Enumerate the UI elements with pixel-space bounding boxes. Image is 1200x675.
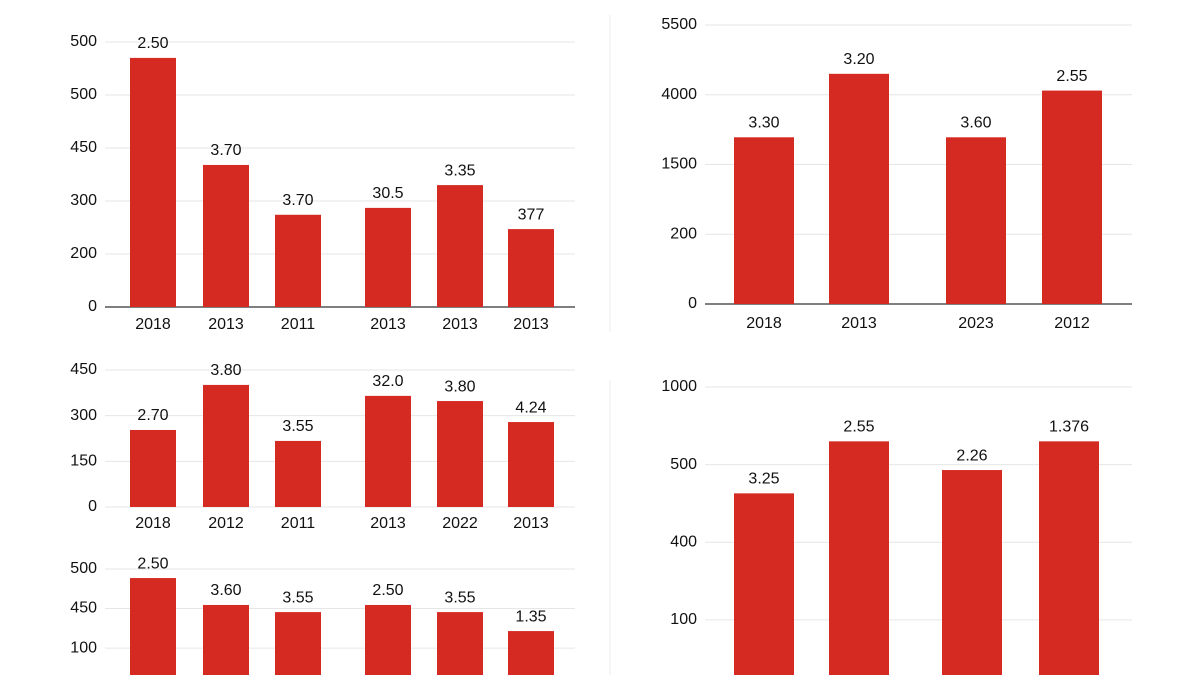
x-tick-label: 2013 <box>208 316 244 333</box>
bar <box>508 631 554 675</box>
x-tick-label: 2013 <box>513 515 549 532</box>
bar <box>130 429 176 507</box>
bar-label: 377 <box>518 206 545 223</box>
y-tick-label: 500 <box>670 456 697 473</box>
bar <box>734 137 794 304</box>
y-tick-label: 0 <box>88 298 97 315</box>
bar-label: 3.35 <box>444 162 475 179</box>
bar-label: 3.80 <box>444 378 475 395</box>
bar <box>365 395 411 507</box>
y-tick-label: 100 <box>670 611 697 628</box>
bar <box>437 401 483 507</box>
x-tick-label: 2022 <box>442 515 478 532</box>
y-tick-label: 300 <box>70 407 97 424</box>
bar <box>203 384 249 507</box>
bar <box>365 207 411 307</box>
bar-label: 2.50 <box>137 555 168 572</box>
bar-label: 3.70 <box>282 192 313 209</box>
bar-label: 3.55 <box>444 589 475 606</box>
y-tick-label: 300 <box>70 192 97 209</box>
bar <box>437 185 483 307</box>
bar <box>829 441 889 675</box>
bar <box>275 612 321 675</box>
x-tick-label: 2018 <box>746 315 782 332</box>
bar <box>365 604 411 675</box>
bar-label: 2.50 <box>137 35 168 52</box>
y-tick-label: 0 <box>688 295 697 312</box>
y-tick-label: 500 <box>70 33 97 50</box>
bar-label: 1.35 <box>515 608 546 625</box>
x-tick-label: 2013 <box>442 316 478 333</box>
y-tick-label: 450 <box>70 600 97 617</box>
bar-label: 30.5 <box>372 185 403 202</box>
bar-label: 3.55 <box>282 418 313 435</box>
x-tick-label: 2011 <box>281 515 316 532</box>
y-tick-label: 450 <box>70 139 97 156</box>
x-tick-label: 2018 <box>135 515 171 532</box>
y-tick-label: 450 <box>70 361 97 378</box>
y-tick-label: 150 <box>70 453 97 470</box>
y-tick-label: 1500 <box>661 156 697 173</box>
bar-label: 32.0 <box>372 373 403 390</box>
y-tick-label: 100 <box>70 639 97 656</box>
bar <box>1042 90 1102 304</box>
bar-label: 3.70 <box>210 142 241 159</box>
bar <box>437 612 483 675</box>
bar <box>130 57 176 308</box>
x-tick-label: 2018 <box>135 316 171 333</box>
y-tick-label: 0 <box>88 498 97 515</box>
x-tick-label: 2012 <box>208 515 244 532</box>
y-tick-label: 500 <box>70 560 97 577</box>
bar-label: 4.24 <box>515 399 546 416</box>
bar <box>275 440 321 507</box>
bar-label: 2.26 <box>956 447 987 464</box>
x-tick-label: 2013 <box>370 316 406 333</box>
bar-label: 3.60 <box>210 582 241 599</box>
y-tick-label: 400 <box>670 533 697 550</box>
bar-label: 1.376 <box>1049 419 1089 436</box>
x-tick-label: 2012 <box>1054 315 1090 332</box>
bar-label: 3.80 <box>210 362 241 379</box>
bar <box>829 73 889 304</box>
bar <box>203 164 249 307</box>
y-tick-label: 4000 <box>661 86 697 103</box>
x-tick-label: 2013 <box>513 316 549 333</box>
bar <box>1039 441 1099 675</box>
bar-label: 3.60 <box>960 115 991 132</box>
bar-label: 2.55 <box>843 419 874 436</box>
bar-label: 3.25 <box>748 471 779 488</box>
bar-label: 3.20 <box>843 51 874 68</box>
bar <box>203 604 249 675</box>
y-tick-label: 500 <box>70 86 97 103</box>
bar-label: 3.30 <box>748 115 779 132</box>
y-tick-label: 200 <box>670 225 697 242</box>
bar <box>734 493 794 675</box>
x-tick-label: 2023 <box>958 315 994 332</box>
bar <box>508 422 554 507</box>
bar-label: 2.55 <box>1056 68 1087 85</box>
bar <box>130 578 176 675</box>
x-tick-label: 2013 <box>841 315 877 332</box>
bar <box>946 137 1006 304</box>
bar-label: 3.55 <box>282 589 313 606</box>
x-tick-label: 2011 <box>281 316 316 333</box>
bar <box>942 470 1002 675</box>
bar-label: 2.70 <box>137 407 168 424</box>
bar <box>275 214 321 307</box>
bar <box>508 229 554 307</box>
bar-label: 2.50 <box>372 582 403 599</box>
y-tick-label: 1000 <box>661 378 697 395</box>
y-tick-label: 200 <box>70 245 97 262</box>
x-tick-label: 2013 <box>370 515 406 532</box>
y-tick-label: 5500 <box>661 16 697 33</box>
